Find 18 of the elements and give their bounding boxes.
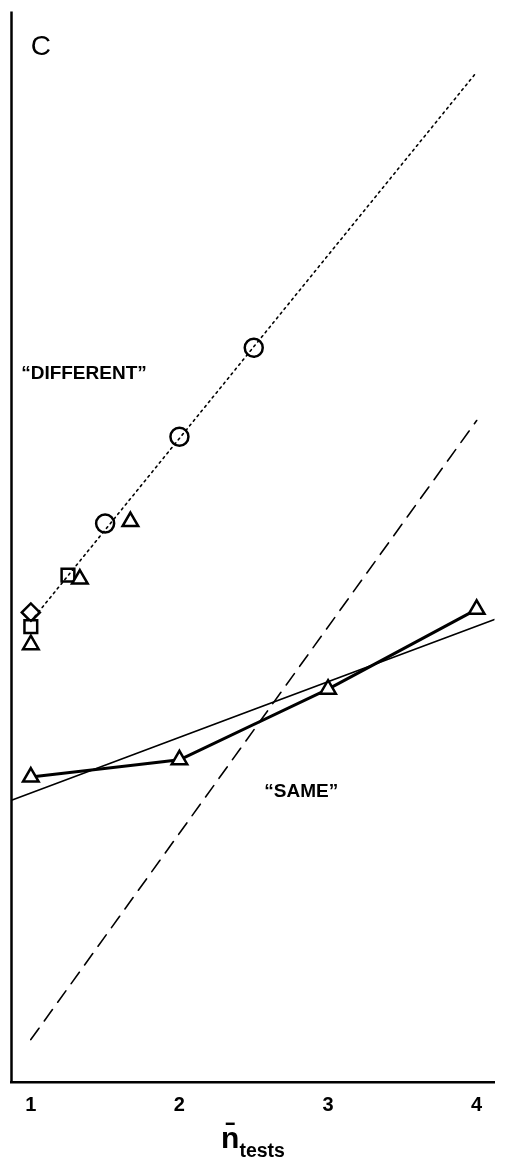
- point: [94, 513, 116, 534]
- point: [467, 599, 486, 616]
- point: [169, 426, 190, 447]
- x-tick-label: 1: [25, 1092, 37, 1115]
- point: [21, 766, 40, 783]
- x-tick-label: 2: [173, 1092, 185, 1115]
- x-tick-label: 3: [322, 1092, 334, 1115]
- point: [70, 568, 89, 585]
- point: [319, 678, 338, 695]
- annotation: “SAME”: [264, 779, 339, 801]
- point: [21, 634, 40, 651]
- point: [23, 618, 39, 635]
- x-tick-label: 4: [471, 1092, 484, 1115]
- point: [243, 337, 264, 359]
- point: [170, 749, 189, 766]
- text: C: [30, 29, 52, 61]
- point: [121, 511, 140, 528]
- annotation: “DIFFERENT”: [21, 362, 147, 384]
